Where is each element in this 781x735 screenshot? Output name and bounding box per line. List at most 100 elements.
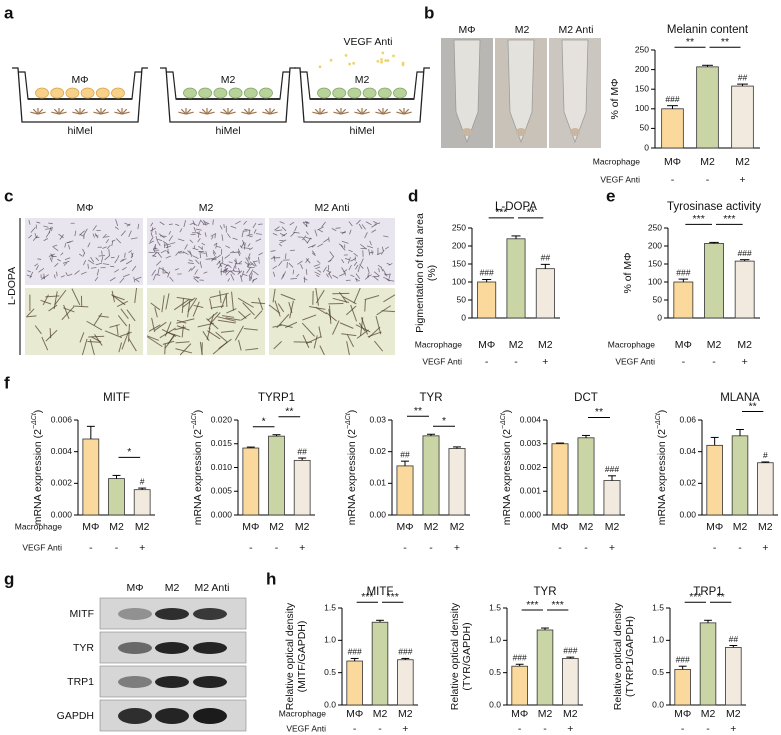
row-label: Macrophage: [593, 156, 641, 166]
x-tick-label: M2: [538, 339, 553, 351]
column-label: M2: [199, 202, 214, 214]
melanocyte: [185, 108, 192, 115]
cell-stroke: [218, 260, 222, 268]
cell-stroke: [305, 236, 312, 240]
cell-stroke: [331, 227, 337, 232]
bar: [725, 647, 742, 706]
x-tick-label: M2: [424, 521, 439, 533]
cell-stroke: [258, 252, 263, 256]
cell-stroke: [305, 258, 311, 264]
cell-stroke: [198, 245, 203, 250]
cell-stroke: [257, 297, 264, 311]
cell-stroke: [151, 317, 156, 333]
cell-stroke: [159, 221, 165, 226]
significance-label: **: [285, 406, 293, 418]
cell-stroke: [388, 263, 393, 266]
cell-stroke: [128, 323, 130, 342]
cell-stroke: [242, 273, 248, 277]
cell-stroke: [281, 273, 285, 280]
chart-title: Tyrosinase activity: [667, 201, 761, 213]
cell: [393, 87, 407, 99]
cell-stroke: [274, 226, 280, 231]
significance-label: ***: [689, 591, 701, 603]
cell-stroke: [258, 256, 260, 264]
cell-stroke: [279, 221, 285, 224]
cell-stroke: [353, 261, 358, 267]
cell-stroke: [234, 270, 240, 273]
cell-stroke: [195, 276, 200, 279]
significance-label: ***: [693, 213, 705, 225]
melanocyte: [361, 108, 368, 115]
significance-label: ***: [552, 599, 564, 611]
cell-stroke: [87, 242, 91, 248]
y-tick-label: 0.03: [369, 414, 386, 424]
tube: [453, 39, 481, 144]
cell-stroke: [56, 271, 58, 277]
y-tick-label: 0.000: [520, 509, 542, 519]
cell-stroke: [338, 291, 348, 303]
cell-stroke: [28, 219, 31, 225]
cell-stroke: [102, 263, 110, 266]
row-label: TRP1: [67, 676, 94, 688]
cell-stroke: [164, 335, 175, 349]
band: [118, 676, 152, 688]
cell-stroke: [369, 240, 372, 246]
cell-stroke: [199, 250, 202, 259]
cell-stroke: [30, 227, 36, 233]
x-tick-label: MΦ: [242, 521, 259, 533]
y-tick-label: 100: [635, 103, 649, 113]
cell: [65, 87, 80, 99]
bar: [536, 629, 554, 706]
y-tick-label: 0.020: [211, 414, 233, 424]
cell-stroke: [270, 250, 276, 252]
cell-stroke: [52, 244, 58, 248]
cell-stroke: [83, 259, 87, 266]
melanocyte: [262, 111, 271, 115]
y-axis-label: mRNA expression (2−ΔCt): [655, 410, 668, 526]
significance-mark: ##: [400, 449, 410, 459]
y-axis-label-text: mRNA expression (2: [32, 429, 44, 525]
melanocyte: [79, 111, 88, 115]
cell-stroke: [300, 263, 304, 270]
y-tick-label: 0.5: [489, 667, 501, 677]
cell-stroke: [343, 269, 348, 273]
melanocyte: [340, 111, 349, 115]
cell-stroke: [272, 265, 278, 270]
melanocyte: [53, 108, 60, 115]
cell-stroke: [192, 247, 199, 251]
melanocyte: [269, 108, 276, 115]
significance-mark: ##: [729, 634, 739, 644]
cell-stroke: [384, 246, 389, 250]
cell-stroke: [42, 294, 49, 306]
micrograph: [269, 218, 395, 285]
cell-stroke: [134, 276, 142, 280]
cell-stroke: [60, 252, 64, 256]
cell-stroke: [153, 243, 157, 250]
cell-stroke: [164, 321, 172, 337]
antibody-dot: [318, 65, 322, 69]
cell-stroke: [325, 312, 337, 322]
cell-stroke: [188, 267, 192, 272]
treatment-sign: +: [609, 542, 615, 554]
cell-stroke: [102, 233, 107, 239]
cell-stroke: [182, 251, 189, 255]
cell-stroke: [155, 235, 159, 242]
cell-stroke: [188, 259, 193, 262]
cell-stroke: [87, 263, 89, 269]
cell-stroke: [49, 257, 53, 263]
cell-stroke: [340, 231, 346, 234]
treatment-sign: -: [738, 542, 742, 554]
melanocyte: [248, 111, 257, 115]
cell-stroke: [157, 241, 161, 246]
antibody-dot: [348, 62, 352, 66]
cell-stroke: [197, 238, 201, 243]
melanocyte: [100, 111, 109, 115]
cell-label: M2: [355, 74, 370, 86]
melanocyte: [248, 108, 255, 115]
bar: [731, 85, 754, 149]
cell-stroke: [150, 232, 153, 238]
band: [118, 708, 152, 724]
cell-stroke: [245, 257, 250, 263]
y-axis-label-text: mRNA expression (2: [656, 429, 668, 525]
y-axis-label-end: ): [192, 410, 204, 414]
